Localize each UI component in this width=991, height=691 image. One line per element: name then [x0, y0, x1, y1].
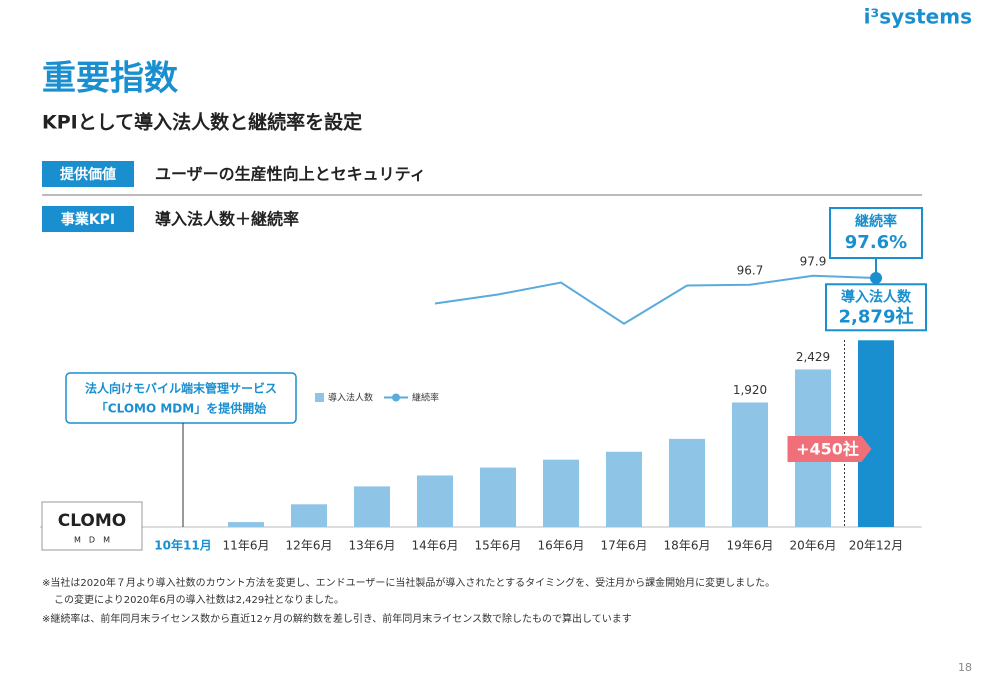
increase-arrow [787, 436, 872, 462]
callout-box [825, 283, 927, 332]
annotation: 「CLOMO MDM」を提供開始 [96, 401, 266, 416]
value-label: 2,429 [796, 350, 830, 364]
annotation: 法人向けモバイル端末管理サービス [85, 381, 277, 396]
legend-swatch [315, 393, 324, 402]
value-label: 96.7 [737, 263, 764, 277]
value-label: 1,920 [733, 383, 767, 397]
bar [480, 467, 516, 527]
bar [354, 486, 390, 527]
tag: 事業KPI [61, 211, 115, 228]
value-label: 97.9 [800, 254, 827, 268]
x-tick-label: 17年6月 [601, 539, 648, 553]
row-text: 導入法人数＋継続率 [155, 210, 299, 229]
x-tick-label: 20年12月 [849, 539, 904, 553]
x-tick-label: 14年6月 [412, 539, 459, 553]
annotation-box [65, 372, 297, 424]
x-tick-label: 19年6月 [727, 539, 774, 553]
bar [417, 475, 453, 527]
clomo-sub: M D M [74, 536, 110, 545]
clomo-text: CLOMO [58, 511, 127, 531]
x-tick-label: 20年6月 [790, 539, 837, 553]
x-tick-label: 15年6月 [475, 539, 522, 553]
bar [291, 504, 327, 527]
x-tick-label: 12年6月 [286, 539, 333, 553]
value-label: 2,879社 [839, 305, 914, 327]
subtitle: KPIとして導入法人数と継続率を設定 [42, 111, 362, 134]
clomo-logo [41, 501, 143, 551]
x-tick-label: 10年11月 [154, 538, 211, 553]
bar [858, 340, 894, 527]
bar [669, 438, 705, 527]
x-tick-label: 18年6月 [664, 539, 711, 553]
bar [543, 459, 579, 527]
title: 重要指数 [42, 59, 178, 99]
annotation: +450社 [796, 440, 859, 459]
logo: i³systems [864, 5, 972, 29]
bar [606, 451, 642, 527]
callout-title: 継続率 [855, 213, 897, 230]
footnote: ※継続率は、前年同月末ライセンス数から直近12ヶ月の解約数を差し引き、前年同月末… [42, 612, 632, 625]
legend-label: 導入法人数 [328, 392, 373, 404]
page-number: 18 [958, 661, 972, 674]
legend-swatch [392, 393, 400, 402]
tag-box [42, 161, 134, 187]
tag-box [42, 206, 134, 232]
x-tick-label: 11年6月 [223, 539, 270, 553]
line [434, 274, 877, 325]
legend-label: 継続率 [412, 392, 439, 404]
x-tick-label: 16年6月 [538, 539, 585, 553]
footnote: ※当社は2020年７月より導入社数のカウント方法を変更し、エンドユーザーに当社製… [42, 576, 775, 589]
bar [732, 402, 768, 527]
bar [228, 522, 264, 527]
row-text: ユーザーの生産性向上とセキュリティ [155, 165, 426, 184]
value-label: 97.6% [845, 232, 907, 253]
tag: 提供価値 [60, 166, 116, 183]
footnote: この変更により2020年6月の導入社数は2,429社となりました。 [54, 593, 344, 606]
x-tick-label: 13年6月 [349, 539, 396, 553]
chart: 10年11月 11年6月 12年6月 13年6月 14年6月 15年6月 16年6月 17年6… [40, 207, 927, 553]
callout-title: 導入法人数 [841, 288, 912, 305]
